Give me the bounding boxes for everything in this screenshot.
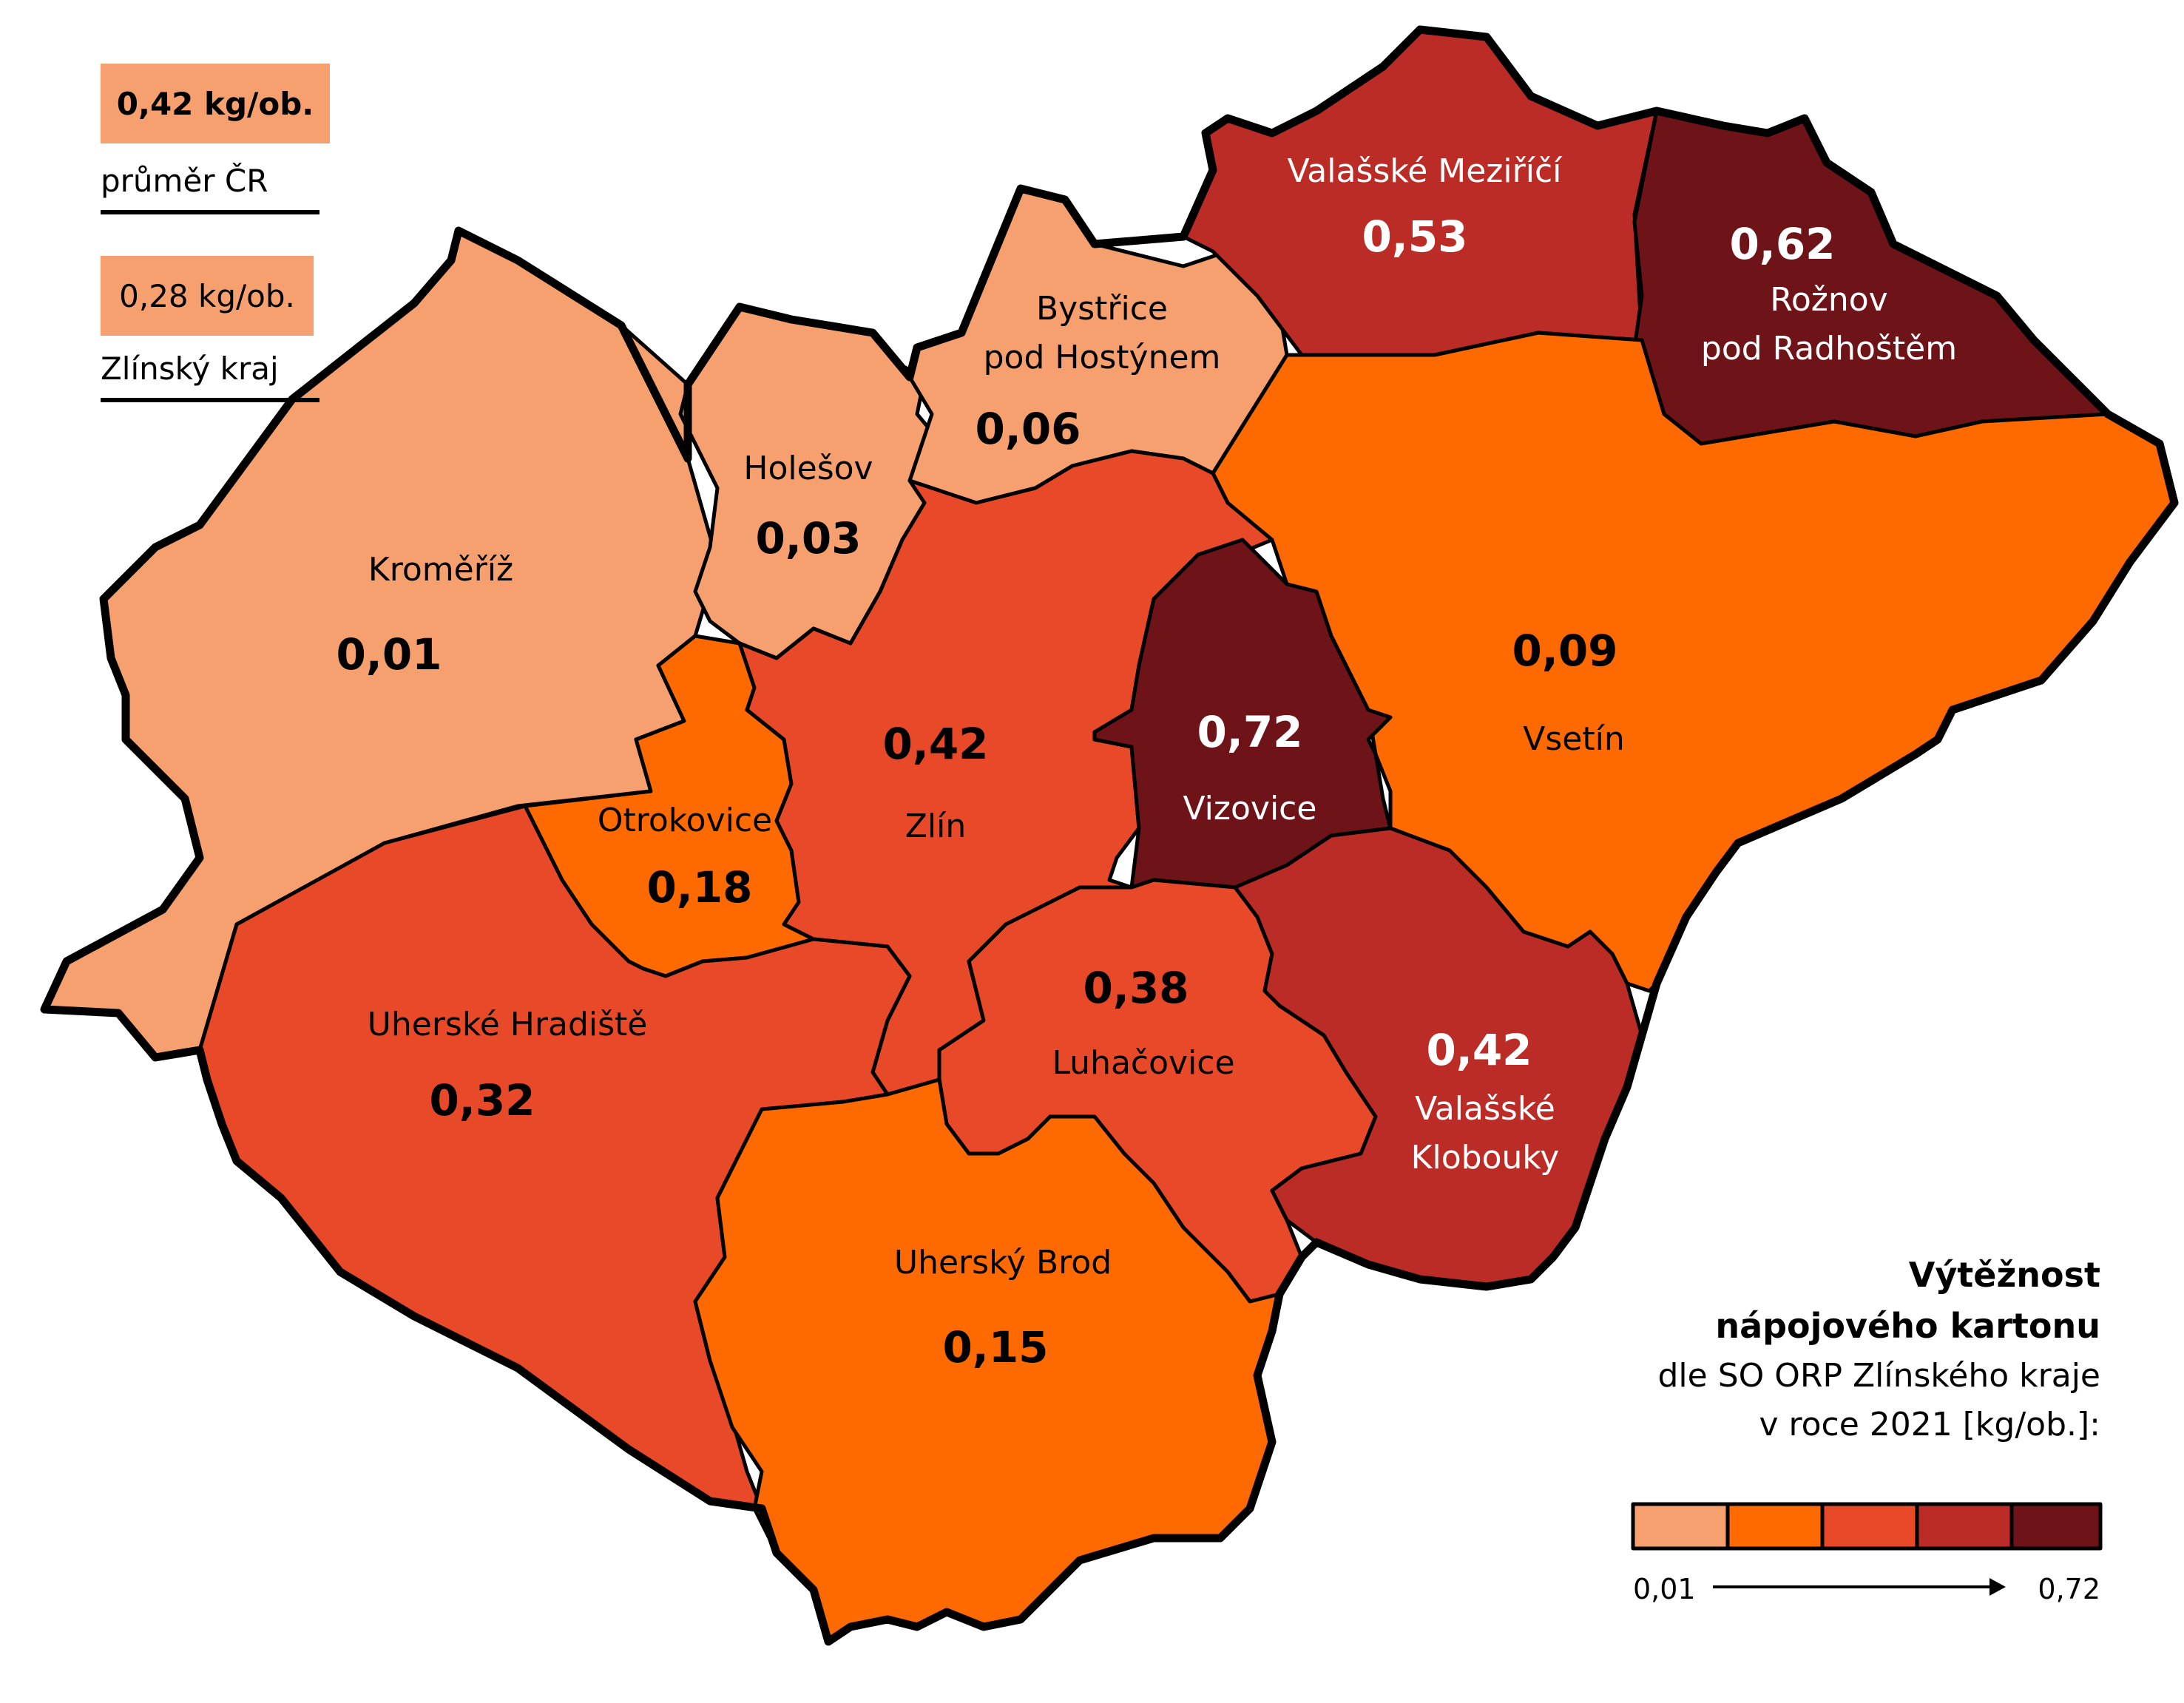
label-vsetin-value: 0,09 (1512, 626, 1617, 676)
label-holesov-name: Holešov (743, 450, 873, 487)
legend-swatch-3 (1820, 1502, 1919, 1551)
regional-average-value: 0,28 kg/ob. (119, 277, 295, 314)
region-labels: Kroměříž 0,01 Holešov 0,03 Bystřice pod … (336, 152, 1957, 1372)
regional-average-underline (101, 398, 320, 402)
label-zlin-value: 0,42 (882, 719, 988, 769)
legend-title-line-1: Výtěžnost (1908, 1255, 2100, 1295)
legend-subtitle-line-1: dle SO ORP Zlínského kraje (1657, 1357, 2101, 1395)
label-ub-value: 0,15 (942, 1322, 1048, 1372)
label-otrokovice-name: Otrokovice (598, 802, 772, 839)
label-bystrice-name-1: Bystřice (1036, 290, 1168, 328)
label-roznov-value: 0,62 (1729, 219, 1835, 269)
national-average-box: 0,42 kg/ob. (101, 64, 330, 143)
label-holesov-value: 0,03 (755, 513, 861, 563)
label-valmez-value: 0,53 (1362, 211, 1467, 262)
label-valmez-name: Valašské Meziříčí (1288, 152, 1563, 190)
label-roznov-name-1: Rožnov (1770, 281, 1887, 319)
regional-average-box: 0,28 kg/ob. (101, 256, 314, 336)
legend-min-label: 0,01 (1633, 1573, 1696, 1605)
national-average-value: 0,42 kg/ob. (116, 85, 314, 122)
label-luhacovice-name: Luhačovice (1052, 1044, 1234, 1082)
label-uh-value: 0,32 (429, 1075, 535, 1125)
national-average-label: průměr ČR (101, 163, 268, 199)
label-valklobouky-value: 0,42 (1426, 1025, 1532, 1075)
label-kromeriz-name: Kroměříž (368, 551, 513, 589)
label-vizovice-value: 0,72 (1197, 707, 1302, 757)
label-luhacovice-value: 0,38 (1083, 963, 1189, 1013)
legend-swatch-1 (1631, 1502, 1730, 1551)
label-bystrice-value: 0,06 (975, 404, 1081, 454)
label-zlin-name: Zlín (905, 808, 966, 845)
label-ub-name: Uherský Brod (894, 1244, 1112, 1282)
legend-title-line-2: nápojového kartonu (1715, 1306, 2100, 1346)
legend-arrow-head-icon (1989, 1578, 2006, 1596)
legend-swatch-5 (2009, 1502, 2103, 1551)
label-vsetin-name: Vsetín (1523, 720, 1624, 758)
region-roznov[interactable] (1632, 109, 2110, 446)
label-valklobouky-name-2: Klobouky (1411, 1139, 1560, 1176)
legend-max-label: 0,72 (2038, 1573, 2100, 1605)
regional-average-label: Zlínský kraj (101, 351, 279, 387)
region-boundary (40, 25, 2179, 1646)
label-kromeriz-value: 0,01 (336, 629, 442, 680)
label-bystrice-name-2: pod Hostýnem (984, 339, 1221, 376)
label-uh-name: Uherské Hradiště (368, 1006, 648, 1043)
label-valklobouky-name-1: Valašské (1415, 1090, 1555, 1128)
legend-swatch-2 (1725, 1502, 1825, 1551)
legend-title-block: Výtěžnost nápojového kartonu dle SO ORP … (1658, 1250, 2101, 1449)
label-otrokovice-value: 0,18 (646, 862, 752, 913)
legend-subtitle-line-2: v roce 2021 [kg/ob.]: (1759, 1406, 2100, 1443)
label-roznov-name-2: pod Radhoštěm (1701, 330, 1957, 368)
national-average-underline (101, 210, 320, 214)
legend-swatch-4 (1915, 1502, 2014, 1551)
label-vizovice-name: Vizovice (1183, 790, 1317, 827)
legend-scale: 0,01 0,72 (1631, 1502, 2103, 1605)
